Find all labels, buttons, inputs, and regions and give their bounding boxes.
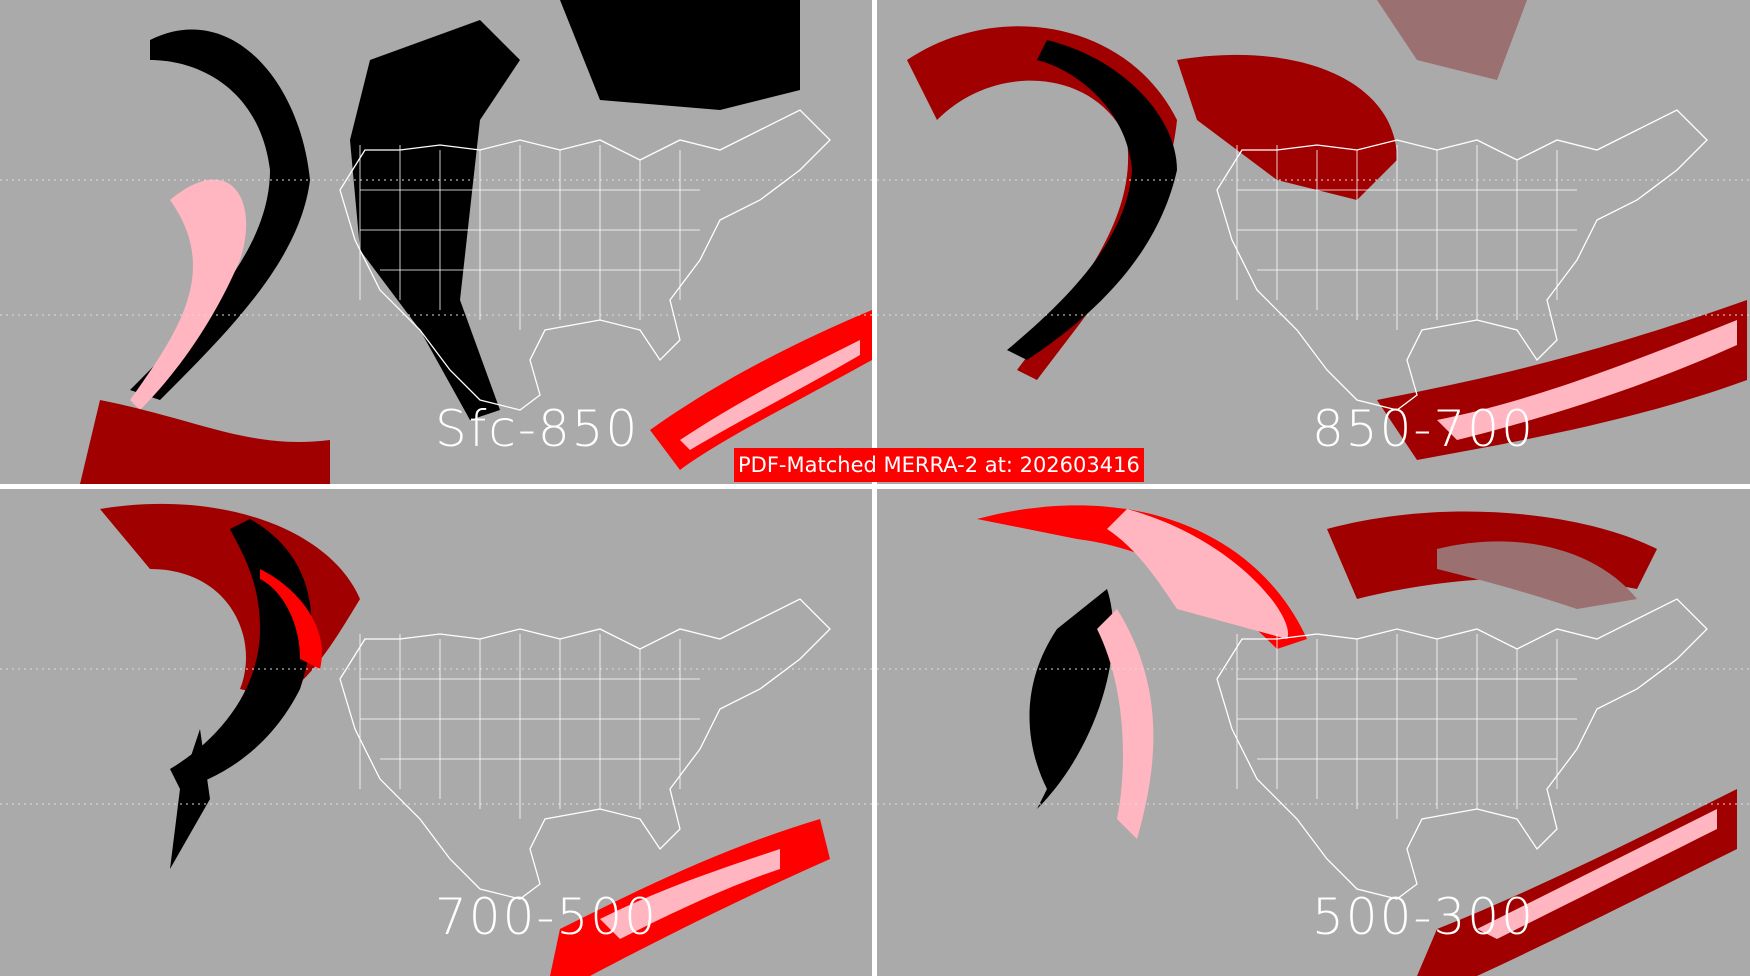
moisture-region	[1437, 541, 1637, 609]
moisture-region	[560, 0, 800, 110]
state-boundaries	[1236, 634, 1577, 819]
map-canvas	[877, 505, 1750, 976]
graticule	[877, 179, 1750, 316]
panel-label-850-700: 850-700	[1312, 400, 1535, 458]
moisture-region	[1377, 0, 1527, 80]
graticule	[877, 668, 1750, 805]
panel-label-700-500: 700-500	[435, 888, 658, 946]
moisture-region	[350, 20, 520, 420]
graticule	[0, 668, 872, 805]
coastline	[1216, 598, 1708, 900]
state-boundaries	[359, 634, 700, 819]
moisture-region	[1177, 54, 1397, 200]
panel-label-500-300: 500-300	[1312, 888, 1535, 946]
panel-label-sfc-850: Sfc-850	[435, 400, 640, 458]
map-canvas	[0, 0, 872, 484]
moisture-region	[600, 849, 780, 939]
coastline	[1216, 109, 1708, 411]
moisture-region	[907, 26, 1177, 380]
moisture-region	[680, 340, 860, 450]
panel-sfc-850	[0, 0, 872, 484]
panel-850-700	[877, 0, 1750, 484]
graticule	[0, 179, 872, 316]
moisture-region	[260, 569, 322, 669]
moisture-region	[170, 729, 210, 869]
moisture-region	[1437, 320, 1737, 440]
moisture-region	[130, 179, 247, 410]
moisture-region	[1477, 809, 1717, 939]
moisture-region	[1097, 609, 1154, 839]
map-canvas	[0, 503, 872, 976]
moisture-region	[1029, 589, 1114, 809]
state-boundaries	[359, 145, 700, 330]
state-boundaries	[1236, 145, 1577, 330]
moisture-region	[650, 310, 872, 470]
moisture-region	[130, 29, 310, 401]
moisture-region	[80, 400, 330, 484]
moisture-region	[1107, 509, 1289, 639]
coastline	[339, 598, 831, 900]
coastline	[339, 109, 831, 411]
figure-title: PDF-Matched MERRA-2 at: 202603416	[734, 448, 1144, 482]
panel-500-300	[877, 489, 1750, 976]
map-canvas	[877, 0, 1750, 460]
moisture-region	[100, 503, 360, 699]
panel-700-500	[0, 489, 872, 976]
moisture-region	[1007, 40, 1177, 360]
